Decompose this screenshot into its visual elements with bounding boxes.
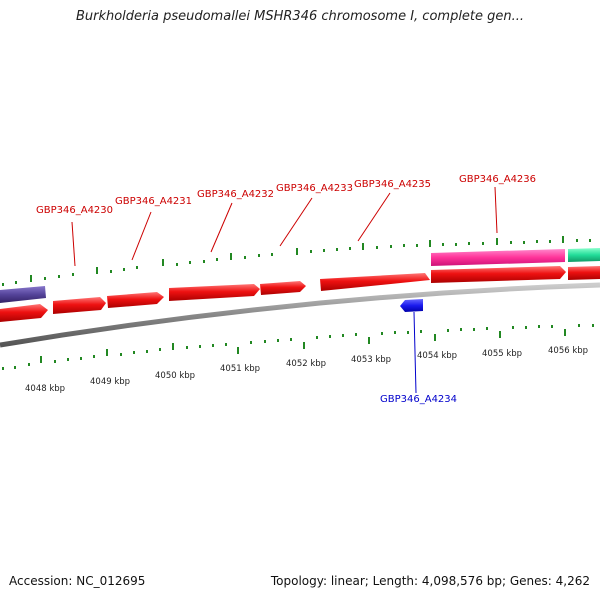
gene-feature-purple[interactable]	[0, 286, 46, 303]
sequence-backbone	[0, 282, 600, 348]
scale-label: 4050 kbp	[155, 371, 195, 381]
gene-label[interactable]: GBP346_A4232	[197, 189, 274, 200]
scale-label: 4055 kbp	[482, 349, 522, 359]
gene-feature[interactable]	[260, 281, 306, 295]
gene-label[interactable]: GBP346_A4233	[276, 183, 353, 194]
gene-label[interactable]: GBP346_A4230	[36, 205, 113, 216]
scale-label: 4056 kbp	[548, 346, 588, 356]
gene-feature-reverse[interactable]	[400, 299, 423, 312]
upper-ticks	[2, 236, 591, 286]
gene-feature[interactable]	[0, 304, 48, 322]
scale-label: 4054 kbp	[417, 351, 457, 361]
gene-feature-pink[interactable]	[431, 249, 565, 266]
gene-label[interactable]: GBP346_A4236	[459, 174, 536, 185]
accession-text: Accession: NC_012695	[9, 574, 146, 588]
scale-label: 4052 kbp	[286, 359, 326, 369]
genome-title: Burkholderia pseudomallei MSHR346 chromo…	[75, 9, 525, 24]
scale-label: 4049 kbp	[90, 377, 130, 387]
gene-label[interactable]: GBP346_A4234	[380, 394, 457, 405]
gene-feature[interactable]	[169, 284, 260, 301]
scale-label: 4053 kbp	[351, 355, 391, 365]
scale-label: 4048 kbp	[25, 384, 65, 394]
scale-label: 4051 kbp	[220, 364, 260, 374]
gene-feature[interactable]	[107, 292, 164, 308]
gene-feature-teal[interactable]	[568, 248, 600, 262]
gene-feature[interactable]	[53, 297, 106, 314]
gene-label[interactable]: GBP346_A4231	[115, 196, 192, 207]
gene-feature[interactable]	[320, 273, 430, 291]
genome-summary: Topology: linear; Length: 4,098,576 bp; …	[270, 574, 590, 588]
gene-label[interactable]: GBP346_A4235	[354, 179, 431, 190]
gene-feature[interactable]	[431, 266, 566, 283]
gene-feature[interactable]	[568, 266, 600, 280]
lower-ticks	[2, 324, 594, 370]
label-leaders	[71, 186, 498, 394]
